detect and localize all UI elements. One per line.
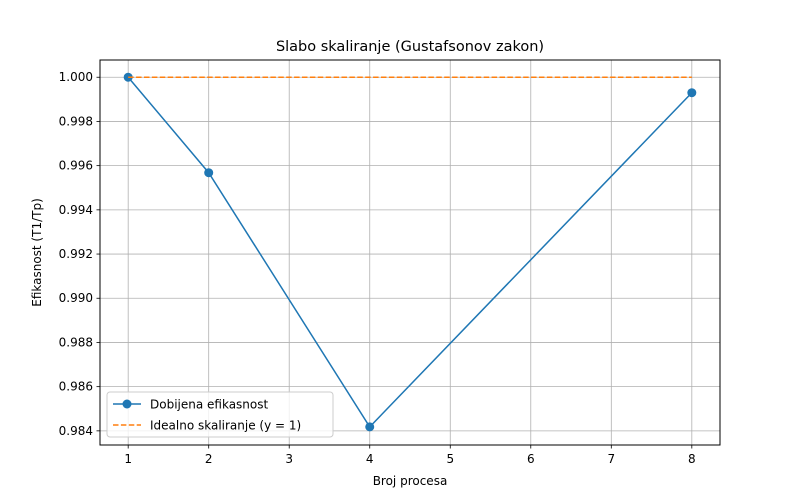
y-tick-label: 0.994 [59, 203, 93, 217]
x-tick-label: 6 [527, 452, 535, 466]
y-tick-label: 0.984 [59, 424, 93, 438]
y-tick-label: 0.996 [59, 159, 93, 173]
data-point-measured [365, 422, 375, 432]
y-tick-label: 0.998 [59, 114, 93, 128]
x-tick-label: 8 [688, 452, 696, 466]
legend: Dobijena efikasnost Idealno skaliranje (… [106, 391, 334, 438]
y-tick-label: 0.988 [59, 335, 93, 349]
data-point-measured [687, 88, 697, 98]
y-axis-label: Efikasnost (T1/Tp) [30, 198, 44, 307]
plot-frame [99, 59, 721, 446]
legend-label-measured: Dobijena efikasnost [150, 398, 269, 412]
x-tick-label: 2 [205, 452, 213, 466]
series-layer [123, 72, 697, 432]
y-tick-label: 1.000 [59, 70, 93, 84]
legend-marker-measured [122, 399, 132, 409]
y-tick-label: 0.990 [59, 291, 93, 305]
legend-label-ideal: Idealno skaliranje (y = 1) [150, 419, 301, 433]
x-tick-label: 4 [366, 452, 374, 466]
chart-title: Slabo skaliranje (Gustafsonov zakon) [276, 39, 544, 55]
x-tick-label: 5 [446, 452, 454, 466]
y-tick-label: 0.992 [59, 247, 93, 261]
data-point-measured [204, 168, 214, 178]
x-tick-label: 7 [607, 452, 615, 466]
x-tick-label: 3 [285, 452, 293, 466]
series-line-measured [127, 76, 693, 429]
axis-ticks: 1 2 3 4 5 6 7 8 0.984 0.986 0.988 0.990 0.992 0.994 0.… [59, 70, 696, 466]
legend-box [106, 391, 334, 438]
x-tick-label: 1 [124, 452, 132, 466]
x-axis-label: Broj procesa [373, 474, 448, 488]
y-tick-label: 0.986 [59, 380, 93, 394]
